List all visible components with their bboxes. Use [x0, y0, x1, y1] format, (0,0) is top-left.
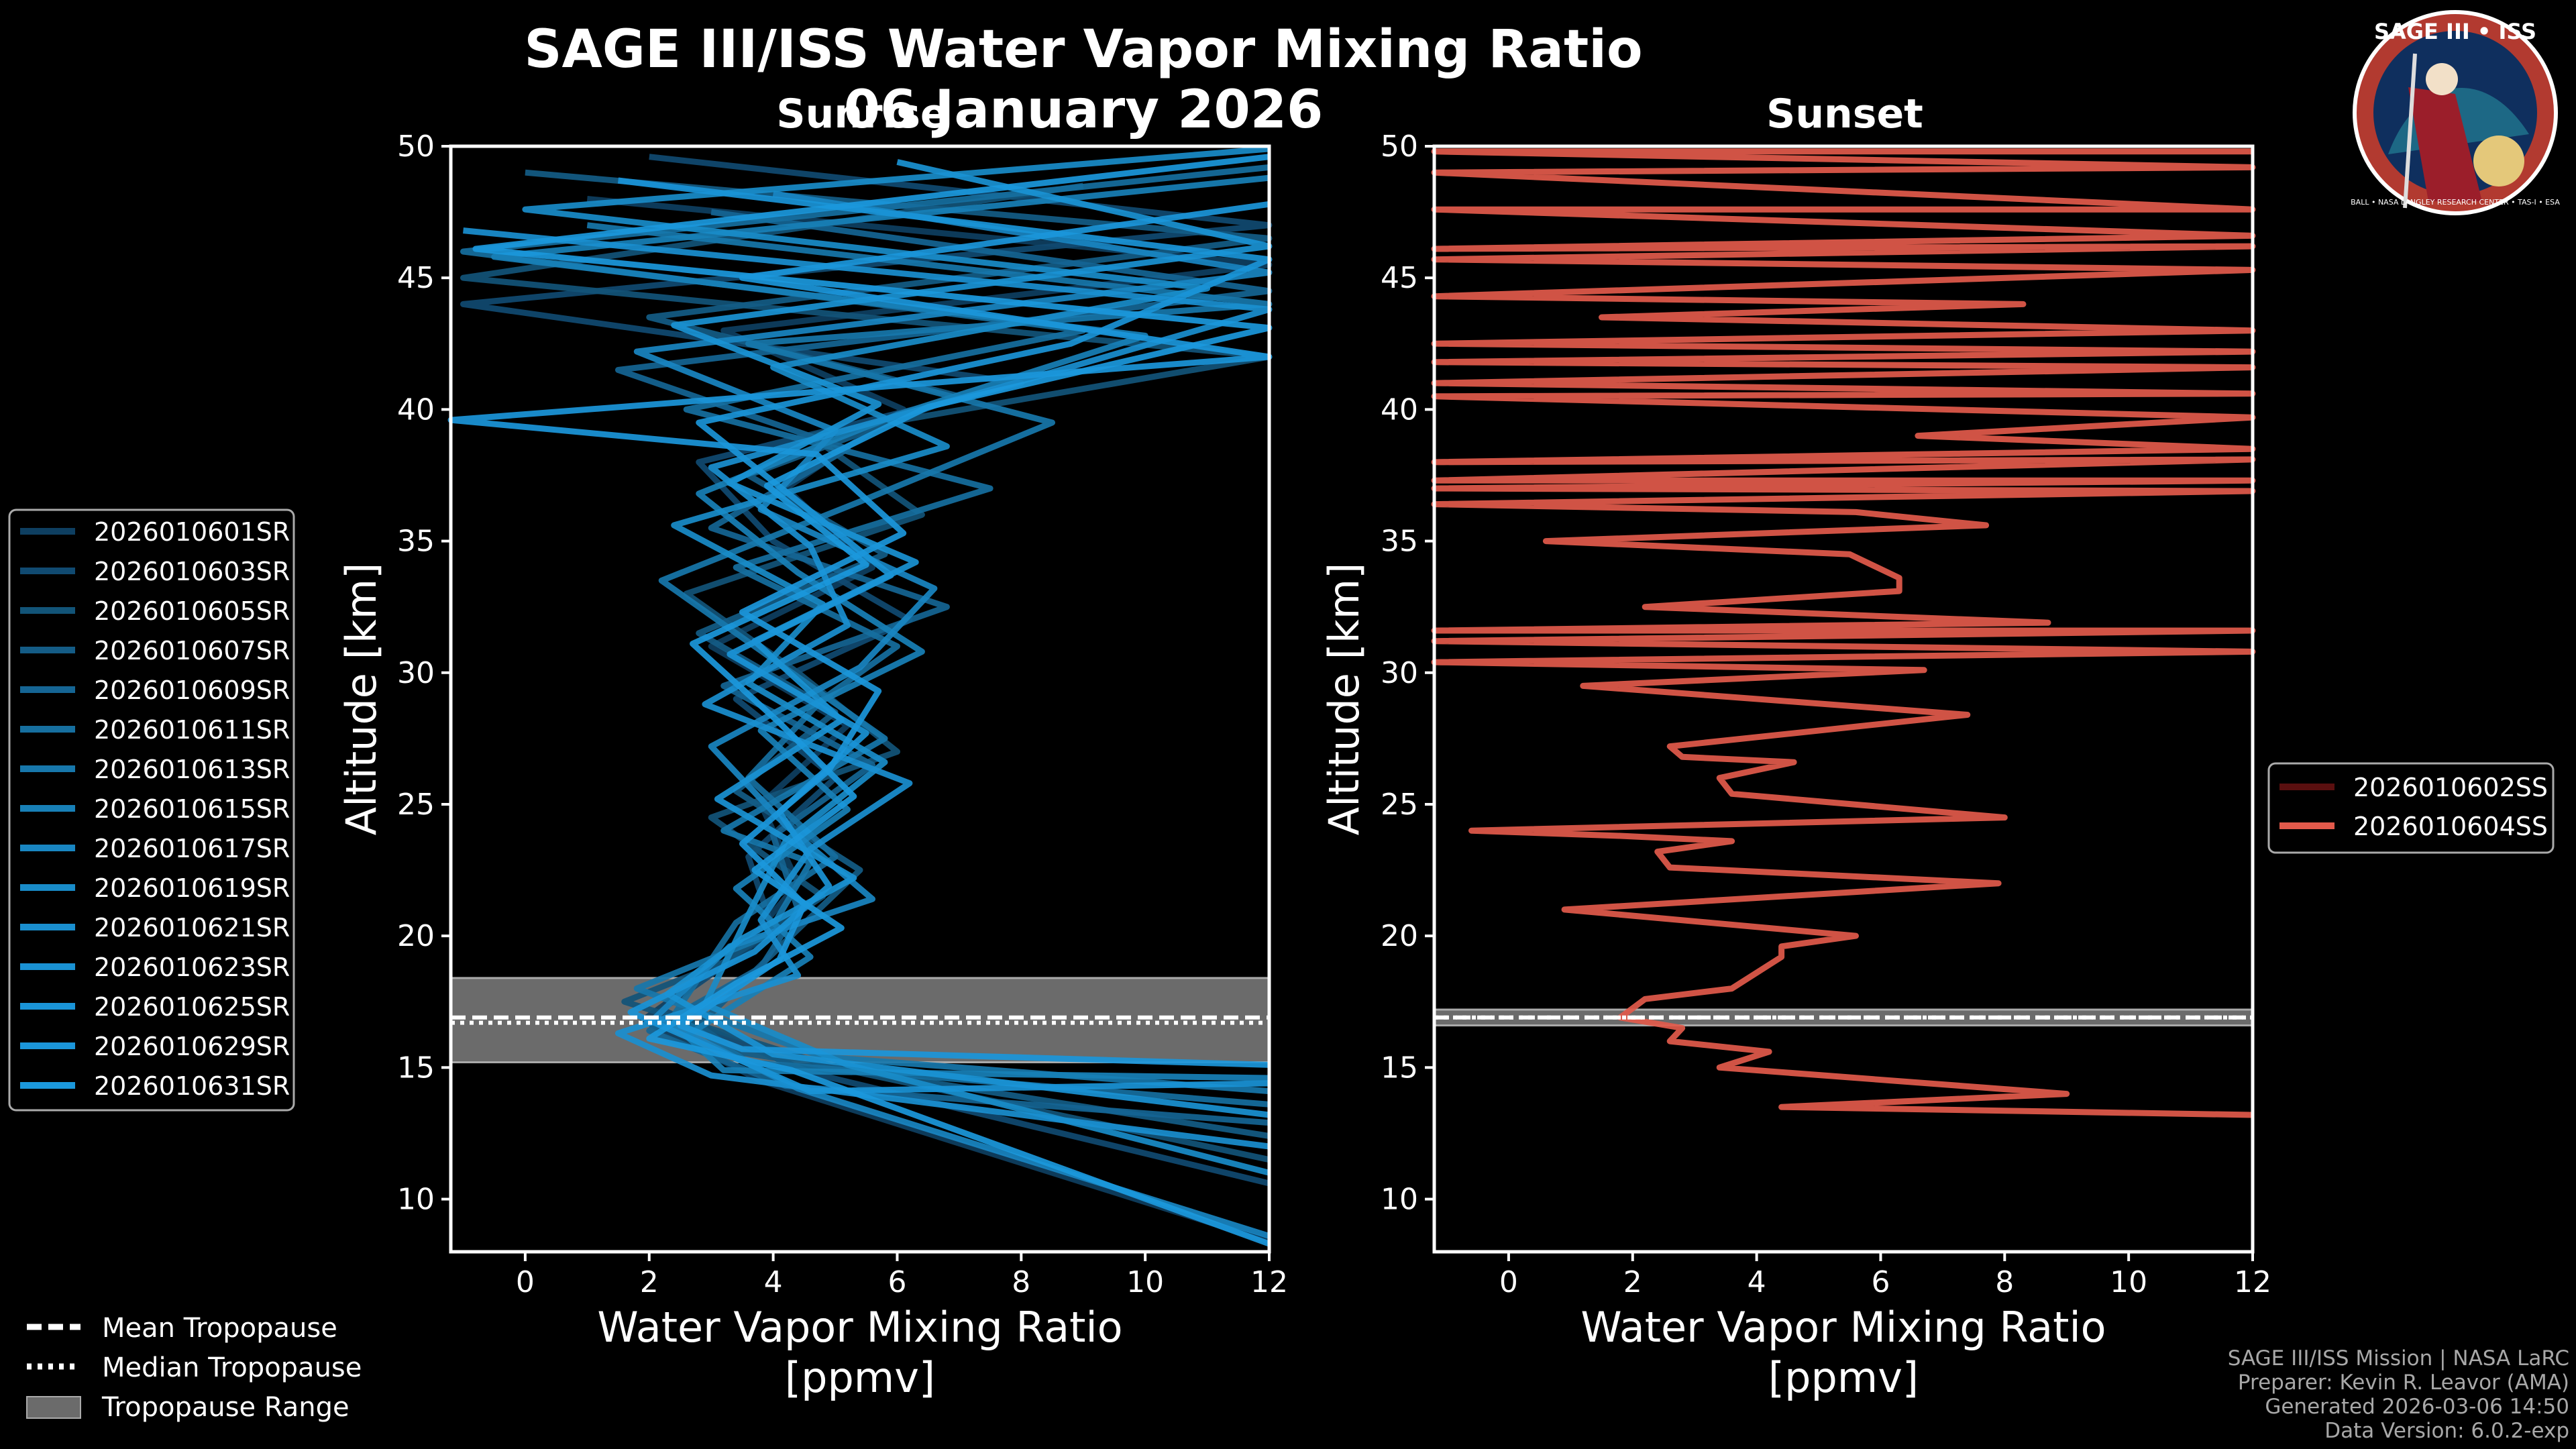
sunrise-legend-label: 2026010607SR: [94, 636, 290, 665]
sunrise-legend: 2026010601SR 2026010603SR 2026010605SR 2026…: [8, 508, 295, 1112]
sunset-panel-title: Sunset: [1766, 91, 1923, 138]
sunrise-y-tick-label: 10: [397, 1183, 435, 1217]
sunrise-legend-label: 2026010605SR: [94, 596, 290, 626]
sunrise-series-2026010619SR: [522, 146, 1271, 1176]
figure-title: SAGE III/ISS Water Vapor Mixing Ratio: [524, 19, 1642, 80]
sunset-x-tick-label: 10: [2110, 1265, 2147, 1299]
sunrise-x-tick-label: 2: [640, 1265, 659, 1299]
sunrise-y-tick-label: 25: [397, 788, 435, 822]
sunrise-legend-label: 2026010621SR: [94, 913, 290, 943]
sunrise-y-tick-label: 45: [397, 261, 435, 295]
sunrise-x-tick-label: 4: [764, 1265, 783, 1299]
sage-iii-iss-logo: SAGE III • ISS BALL • NASA LANGLEY RESEA…: [2351, 10, 2560, 215]
tropopause-range-label: Tropopause Range: [101, 1392, 350, 1423]
sunrise-series-2026010611SR: [460, 164, 1270, 1108]
sunrise-y-axis-label: Altitude [km]: [337, 563, 386, 836]
sunset-x-tick-label: 8: [1995, 1265, 2014, 1299]
sunrise-legend-label: 2026010623SR: [94, 953, 290, 982]
sunset-x-tick-label: 4: [1748, 1265, 1766, 1299]
sunset-x-tick-label: 12: [2234, 1265, 2271, 1299]
sunset-series-2026010604SS: [1431, 148, 2256, 1118]
sunrise-x-tick-label: 6: [888, 1265, 906, 1299]
sunrise-legend-label: 2026010617SR: [94, 834, 290, 863]
credit-preparer: Preparer: Kevin R. Leavor (AMA): [2238, 1371, 2569, 1395]
credit-data-version: Data Version: 6.0.2-exp: [2324, 1419, 2569, 1443]
sunrise-series-2026010629SR: [447, 201, 1273, 1068]
tropopause-legend: Mean Tropopause Median Tropopause Tropop…: [26, 1313, 362, 1423]
sunrise-legend-label: 2026010615SR: [94, 794, 290, 824]
sunset-y-axis-label: Altitude [km]: [1320, 563, 1368, 836]
sunset-legend-box: [2267, 762, 2555, 854]
sunrise-y-tick-label: 15: [397, 1051, 435, 1085]
sunset-y-tick-label: 45: [1381, 261, 1418, 295]
sunrise-x-axis-unit: [ppmv]: [785, 1353, 935, 1402]
sunrise-legend-box: [8, 508, 295, 1112]
sunset-y-tick-label: 10: [1381, 1183, 1418, 1217]
footer-credits: SAGE III/ISS Mission | NASA LaRC Prepare…: [2228, 1346, 2569, 1443]
sunrise-series-2026010623SR: [665, 159, 1273, 1118]
sunrise-series-2026010631SR: [472, 154, 1273, 1247]
sunset-legend-label: 2026010604SS: [2353, 812, 2548, 841]
sunrise-legend-label: 2026010611SR: [94, 715, 290, 745]
sunset-x-ticks: 0 2 4 6 8 10 12: [1499, 1252, 2271, 1299]
sunset-panel: 0 2 4 6 8 10 12 10 15 20 25 30 35 40 45 50 Water Vapor…: [1320, 129, 2271, 1402]
logo-top-text: SAGE III • ISS: [2374, 19, 2536, 44]
credit-mission: SAGE III/ISS Mission | NASA LaRC: [2228, 1346, 2569, 1371]
sunrise-y-ticks: 10 15 20 25 30 35 40 45 50: [397, 129, 451, 1217]
sunrise-legend-label: 2026010619SR: [94, 873, 290, 903]
sunset-legend: 2026010602SS 2026010604SS: [2267, 762, 2555, 854]
sunset-x-tick-label: 0: [1499, 1265, 1518, 1299]
sunset-x-axis-label: Water Vapor Mixing Ratio: [1580, 1303, 2106, 1352]
sunset-y-tick-label: 20: [1381, 919, 1418, 953]
sunset-x-axis-unit: [ppmv]: [1768, 1353, 1919, 1402]
sunrise-legend-label: 2026010629SR: [94, 1032, 290, 1061]
sunset-y-tick-label: 50: [1381, 129, 1418, 164]
sunrise-x-tick-label: 12: [1250, 1265, 1288, 1299]
sunrise-legend-label: 2026010625SR: [94, 992, 290, 1022]
sunrise-y-tick-label: 35: [397, 525, 435, 559]
sunset-profile-lines: [1431, 148, 2256, 1118]
sunset-legend-label: 2026010602SS: [2353, 773, 2548, 802]
median-tropopause-label: Median Tropopause: [102, 1352, 362, 1383]
tropopause-range-swatch: [26, 1396, 81, 1419]
sunrise-legend-label: 2026010603SR: [94, 557, 290, 586]
sunrise-legend-label: 2026010609SR: [94, 676, 290, 705]
sunrise-x-tick-label: 8: [1012, 1265, 1030, 1299]
sunrise-legend-label: 2026010631SR: [94, 1071, 290, 1101]
sunset-y-tick-label: 30: [1381, 656, 1418, 690]
sunset-y-tick-label: 25: [1381, 788, 1418, 822]
sunrise-plot-frame: [449, 144, 1271, 1254]
logo-ring-text: BALL • NASA LANGLEY RESEARCH CENTER • TA…: [2351, 198, 2560, 207]
sunset-x-tick-label: 2: [1623, 1265, 1642, 1299]
sunset-y-tick-label: 40: [1381, 392, 1418, 427]
sunrise-y-tick-label: 20: [397, 919, 435, 953]
sunset-x-tick-label: 6: [1871, 1265, 1890, 1299]
sunrise-legend-label: 2026010601SR: [94, 517, 290, 547]
sunset-y-tick-label: 15: [1381, 1051, 1418, 1085]
sunrise-y-tick-label: 30: [397, 656, 435, 690]
sunrise-x-ticks: 0 2 4 6 8 10 12: [516, 1252, 1288, 1299]
sunrise-panel: 0 2 4 6 8 10 12 10 15 20 25 30 35 40 45 50 Water Vapor…: [337, 129, 1288, 1402]
figure-date: 06 January 2026: [844, 80, 1324, 140]
sunset-y-ticks: 10 15 20 25 30 35 40 45 50: [1381, 129, 1434, 1217]
mean-tropopause-label: Mean Tropopause: [102, 1313, 337, 1344]
sunrise-legend-label: 2026010613SR: [94, 755, 290, 784]
sunrise-series-2026010625SR: [617, 177, 1273, 1095]
sunset-plot-frame: [1432, 144, 2255, 1254]
sunrise-x-tick-label: 10: [1126, 1265, 1164, 1299]
sunrise-y-tick-label: 40: [397, 392, 435, 427]
sunrise-x-tick-label: 0: [516, 1265, 535, 1299]
sunset-y-tick-label: 35: [1381, 525, 1418, 559]
credit-generated: Generated 2026-03-06 14:50: [2265, 1395, 2569, 1419]
sunrise-x-axis-label: Water Vapor Mixing Ratio: [597, 1303, 1122, 1352]
sunrise-panel-title: Sunrise: [776, 91, 947, 138]
sunrise-y-tick-label: 50: [397, 129, 435, 164]
